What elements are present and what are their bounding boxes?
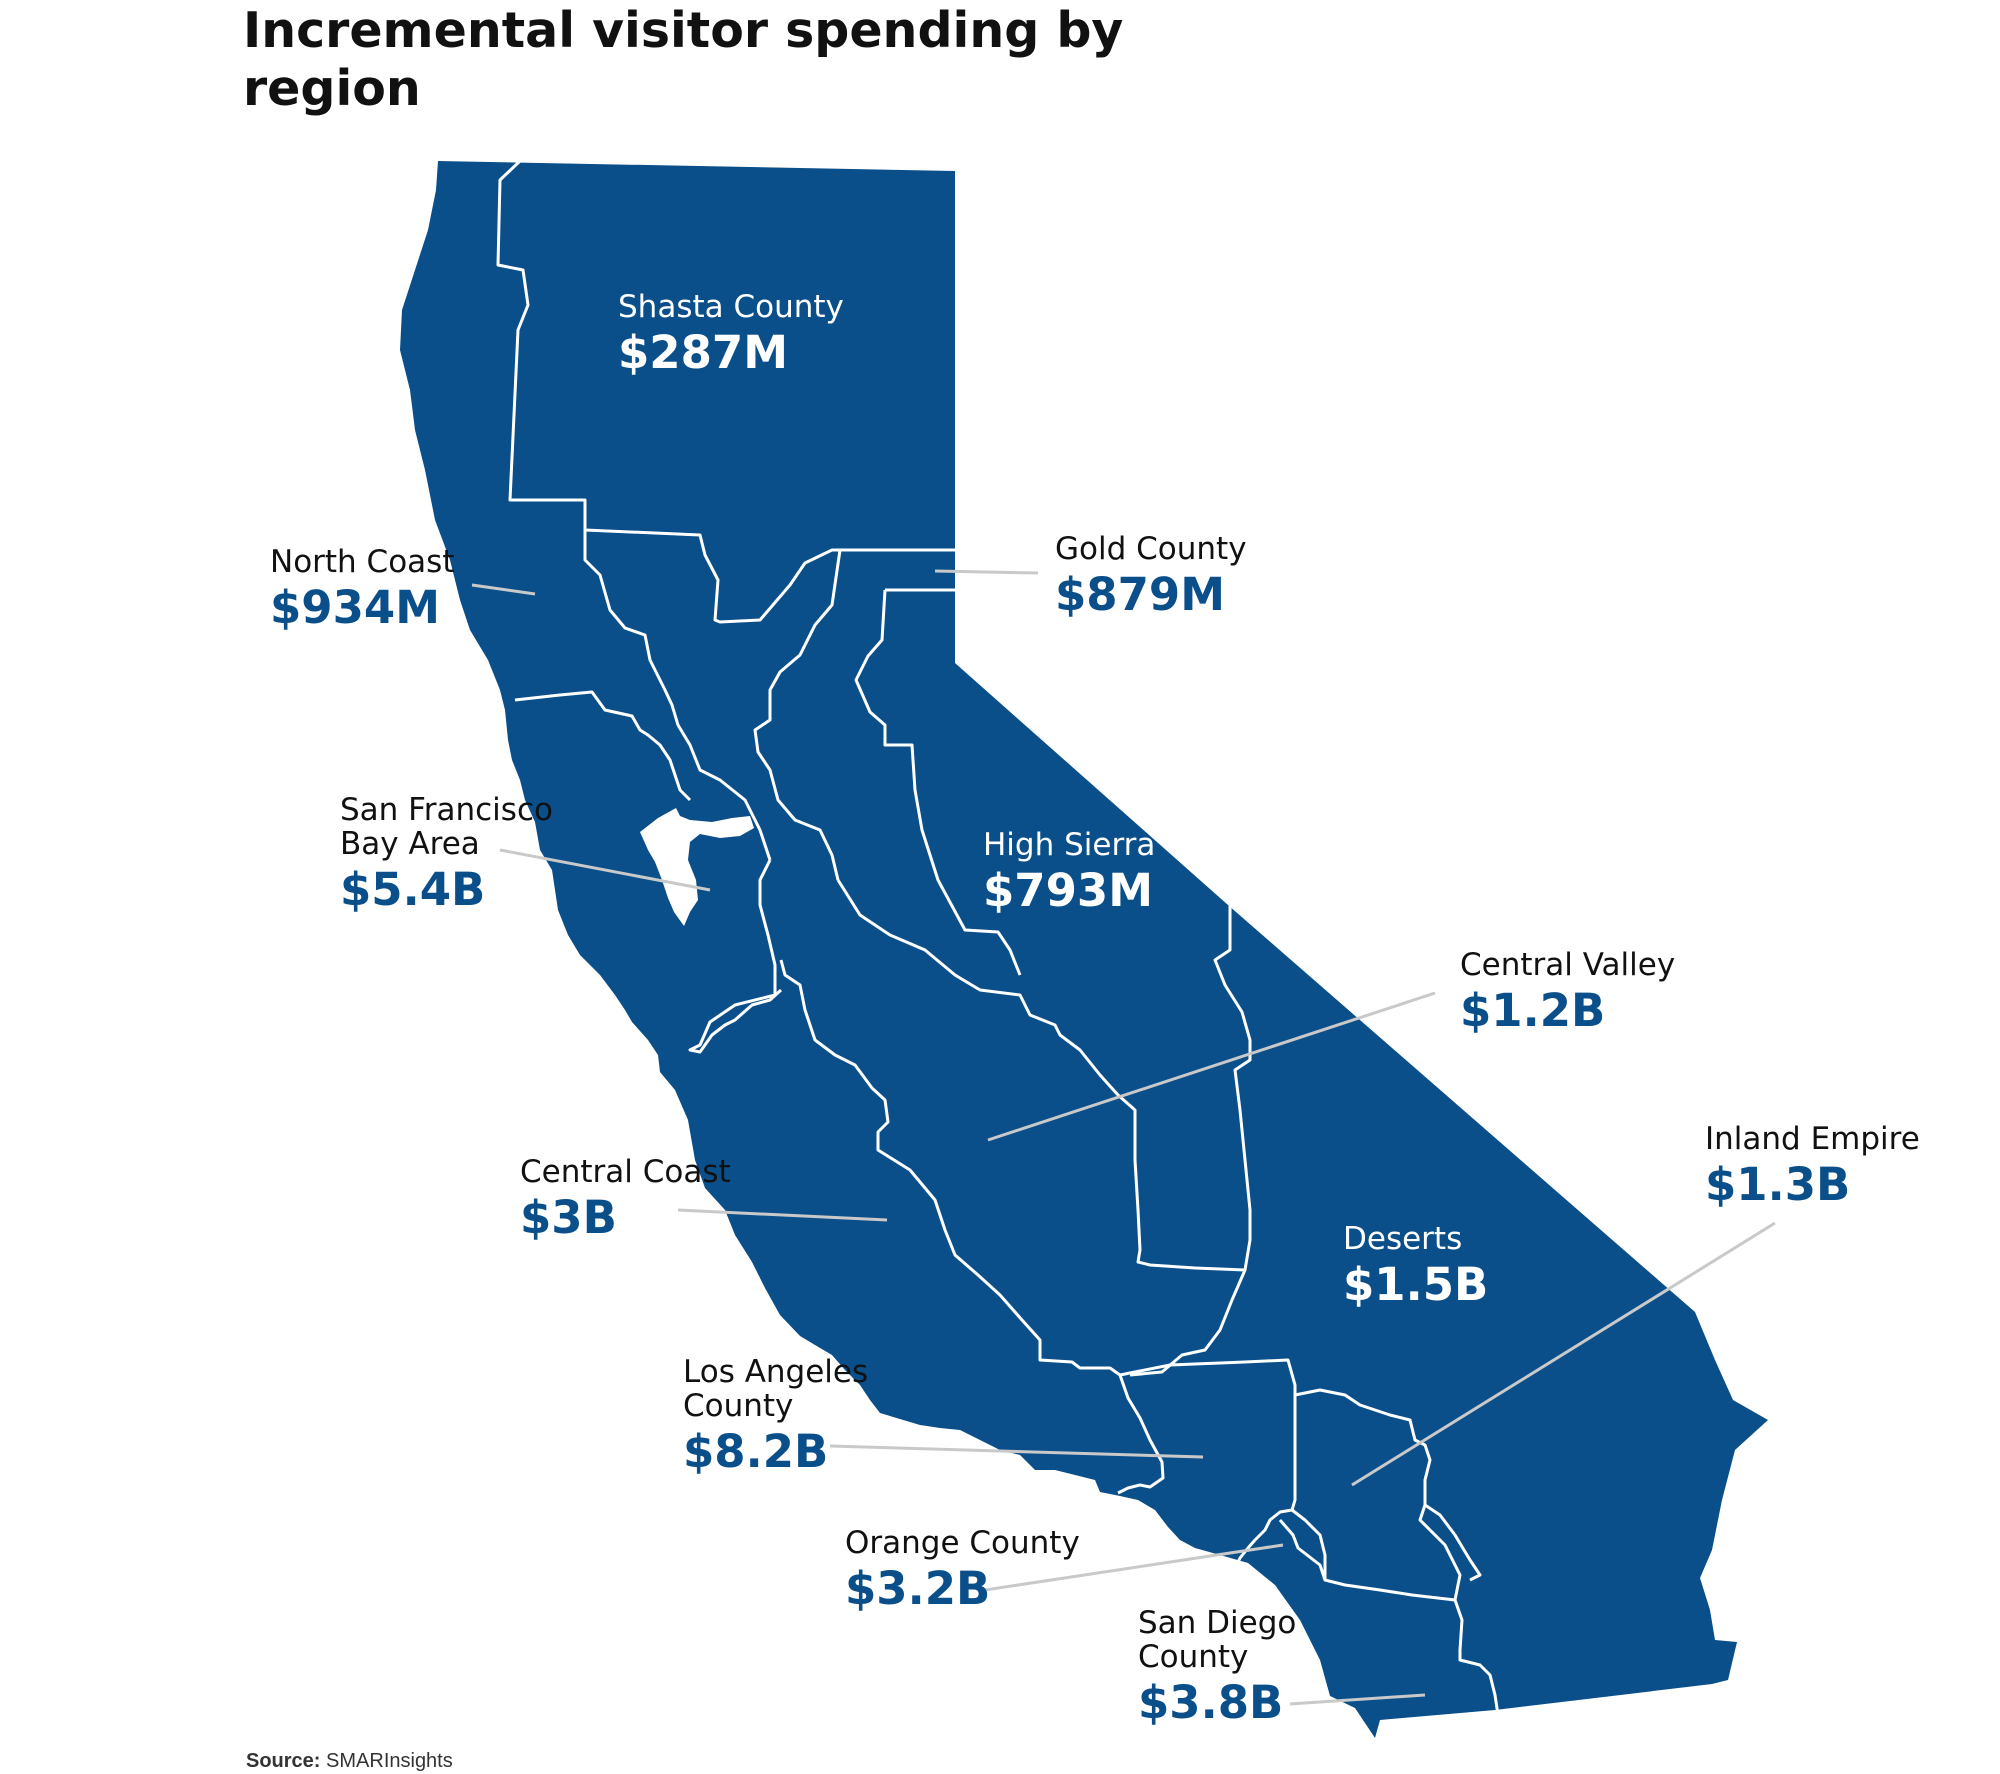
label-gold-county: Gold County $879M <box>1055 532 1247 620</box>
source-note: Source: SMARInsights <box>246 1750 453 1773</box>
region-name: Central Valley <box>1460 947 1676 983</box>
region-value: $1.2B <box>1460 984 1606 1037</box>
label-los-angeles-county: Los Angeles County $8.2B <box>683 1355 868 1477</box>
label-san-diego-county: San Diego County $3.8B <box>1138 1606 1296 1728</box>
page-title: Incremental visitor spending by region <box>243 2 1124 117</box>
region-name: San Francisco Bay Area <box>340 792 553 862</box>
label-sf-bay-area: San Francisco Bay Area $5.4B <box>340 793 553 915</box>
state-shape <box>400 161 1768 1738</box>
leader-lines <box>471 569 1776 1706</box>
region-name: Gold County <box>1055 531 1247 567</box>
label-central-coast: Central Coast $3B <box>520 1155 731 1243</box>
source-label: Source: <box>246 1750 321 1772</box>
region-value: $3B <box>520 1191 617 1244</box>
label-shasta-county: Shasta County $287M <box>618 290 844 378</box>
region-name: Deserts <box>1343 1221 1463 1257</box>
region-value: $3.8B <box>1138 1676 1284 1729</box>
region-borders <box>496 159 1500 1716</box>
label-high-sierra: High Sierra $793M <box>983 828 1155 916</box>
region-value: $793M <box>983 864 1154 917</box>
label-deserts: Deserts $1.5B <box>1343 1222 1488 1310</box>
label-central-valley: Central Valley $1.2B <box>1460 948 1675 1036</box>
region-name: Orange County <box>845 1525 1080 1561</box>
region-name: High Sierra <box>983 827 1156 863</box>
region-name: Shasta County <box>618 289 844 325</box>
region-name: San Diego County <box>1138 1605 1297 1675</box>
region-value: $287M <box>618 326 789 379</box>
region-name: North Coast <box>270 544 455 580</box>
region-value: $1.3B <box>1705 1158 1851 1211</box>
region-value: $8.2B <box>683 1425 829 1478</box>
label-inland-empire: Inland Empire $1.3B <box>1705 1122 1920 1210</box>
region-name: Central Coast <box>520 1154 731 1190</box>
region-value: $1.5B <box>1343 1258 1489 1311</box>
label-orange-county: Orange County $3.2B <box>845 1526 1080 1614</box>
bay-shape <box>640 808 754 926</box>
source-text: SMARInsights <box>326 1750 453 1772</box>
region-value: $934M <box>270 581 441 634</box>
region-value: $5.4B <box>340 863 486 916</box>
region-name: Inland Empire <box>1705 1121 1920 1157</box>
region-name: Los Angeles County <box>683 1354 869 1424</box>
region-value: $3.2B <box>845 1562 991 1615</box>
label-north-coast: North Coast $934M <box>270 545 454 633</box>
region-value: $879M <box>1055 568 1226 621</box>
